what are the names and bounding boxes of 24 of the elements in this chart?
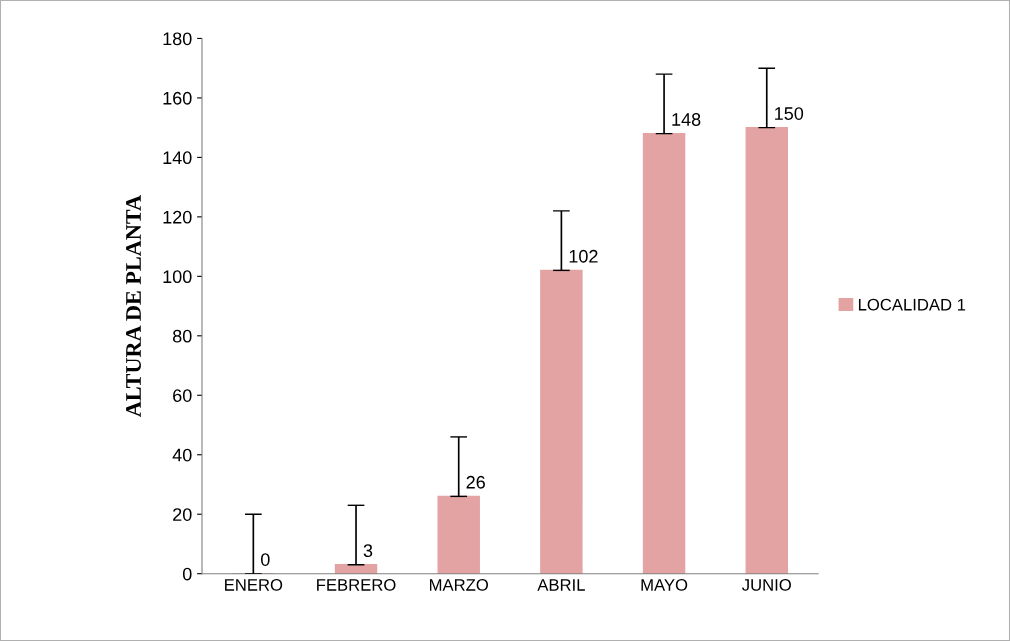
y-axis-title: ALTURA DE PLANTA [126,195,141,418]
x-tick-label: ENERO [225,579,283,591]
y-tick-label: 80 [172,329,192,343]
y-tick-label: 40 [172,448,192,462]
y-tick-label: 180 [163,32,192,46]
legend-label: LOCALIDAD 1 [858,298,966,311]
x-tick-label: MAYO [641,579,688,591]
y-tick-label: 20 [173,508,192,521]
y-tick-label: 100 [163,270,192,284]
y-tick-label: 140 [163,151,192,165]
y-tick-label: 160 [163,91,192,105]
data-label: 150 [775,107,804,120]
x-tick-label: ABRIL [537,579,585,591]
data-label: 0 [260,553,270,566]
y-tick-label: 120 [163,210,192,224]
y-tick-label: 0 [182,567,192,581]
y-tick-label: 60 [173,389,192,402]
x-tick-label: FEBRERO [317,579,396,591]
x-tick-label: JUNIO [742,579,791,591]
data-label: 102 [569,249,598,263]
data-label: 3 [363,544,373,558]
data-label: 26 [466,475,485,489]
data-label: 148 [672,113,701,126]
x-tick-label: MARZO [429,579,488,591]
